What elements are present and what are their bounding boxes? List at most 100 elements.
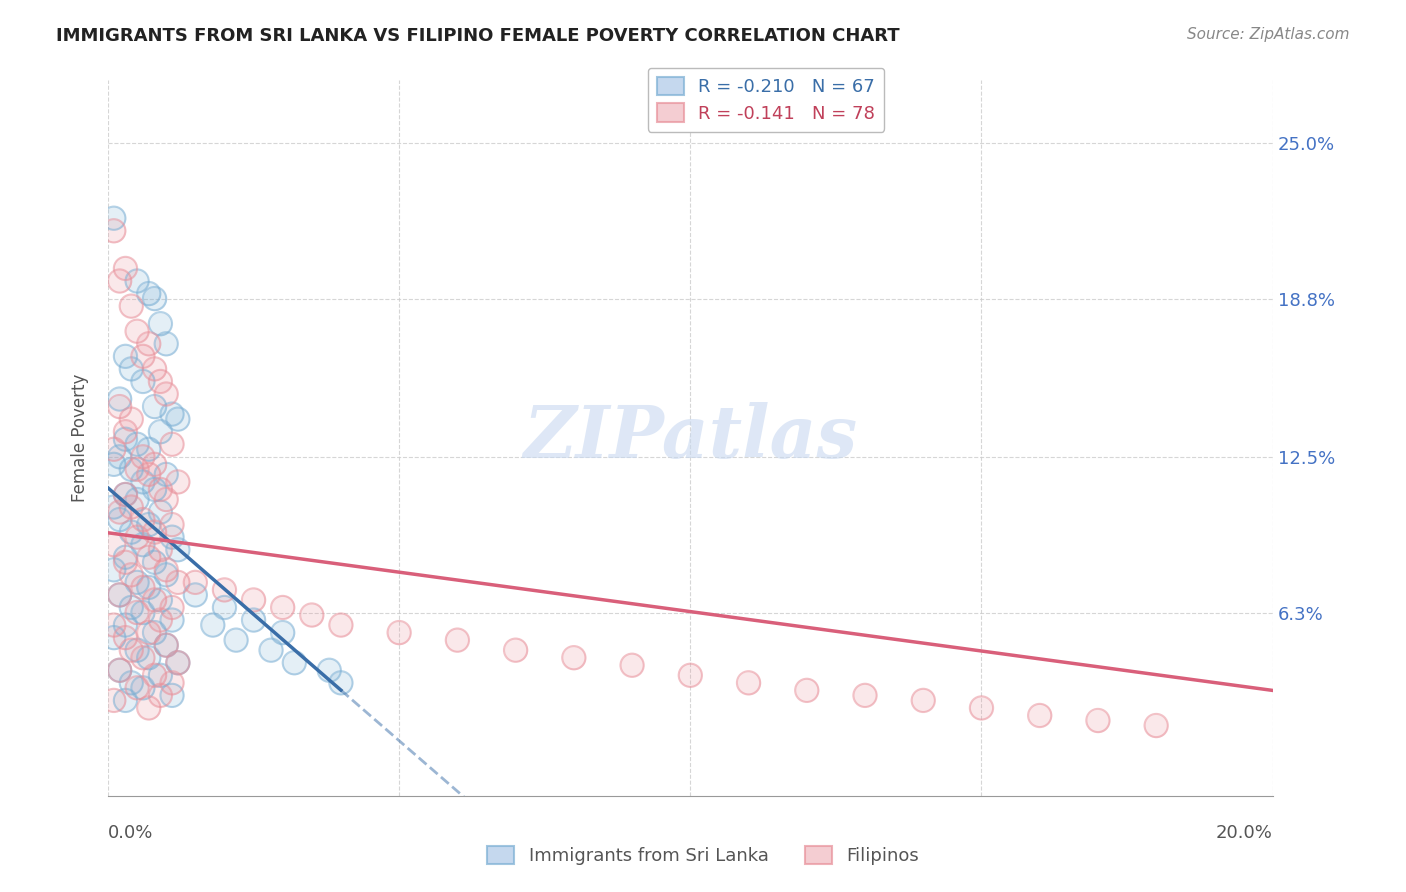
Point	[114, 487, 136, 501]
Point	[132, 513, 155, 527]
Point	[132, 375, 155, 389]
Point	[318, 663, 340, 677]
Point	[301, 607, 323, 622]
Point	[127, 462, 149, 476]
Point	[260, 643, 283, 657]
Point	[127, 462, 149, 476]
Point	[103, 563, 125, 577]
Text: IMMIGRANTS FROM SRI LANKA VS FILIPINO FEMALE POVERTY CORRELATION CHART: IMMIGRANTS FROM SRI LANKA VS FILIPINO FE…	[56, 27, 900, 45]
Point	[108, 588, 131, 602]
Text: Source: ZipAtlas.com: Source: ZipAtlas.com	[1187, 27, 1350, 42]
Point	[143, 400, 166, 414]
Point	[1144, 718, 1167, 732]
Point	[127, 681, 149, 695]
Point	[103, 631, 125, 645]
Point	[796, 683, 818, 698]
Point	[149, 483, 172, 497]
Point	[388, 625, 411, 640]
Point	[120, 500, 142, 514]
Point	[114, 550, 136, 565]
Point	[108, 505, 131, 519]
Point	[149, 668, 172, 682]
Point	[214, 582, 236, 597]
Point	[120, 362, 142, 376]
Point	[127, 575, 149, 590]
Point	[114, 487, 136, 501]
Point	[127, 437, 149, 451]
Point	[120, 600, 142, 615]
Point	[149, 375, 172, 389]
Point	[155, 492, 177, 507]
Point	[271, 600, 294, 615]
Point	[143, 555, 166, 569]
Point	[127, 492, 149, 507]
Point	[138, 336, 160, 351]
Point	[103, 538, 125, 552]
Point	[120, 567, 142, 582]
Point	[329, 676, 352, 690]
Point	[149, 375, 172, 389]
Point	[160, 689, 183, 703]
Point	[103, 618, 125, 632]
Point	[143, 400, 166, 414]
Point	[103, 563, 125, 577]
Point	[114, 631, 136, 645]
Point	[143, 458, 166, 472]
Point	[149, 613, 172, 627]
Point	[108, 450, 131, 464]
Point	[132, 538, 155, 552]
Point	[167, 656, 190, 670]
Point	[103, 224, 125, 238]
Point	[329, 618, 352, 632]
Point	[388, 625, 411, 640]
Point	[329, 618, 352, 632]
Point	[143, 593, 166, 607]
Point	[167, 475, 190, 489]
Point	[1087, 714, 1109, 728]
Point	[155, 467, 177, 482]
Point	[1144, 718, 1167, 732]
Point	[132, 475, 155, 489]
Point	[132, 581, 155, 595]
Point	[103, 442, 125, 457]
Point	[138, 336, 160, 351]
Point	[114, 618, 136, 632]
Point	[132, 538, 155, 552]
Point	[970, 701, 993, 715]
Point	[155, 638, 177, 652]
Point	[103, 693, 125, 707]
Point	[143, 625, 166, 640]
Point	[120, 299, 142, 313]
Point	[114, 432, 136, 446]
Point	[120, 462, 142, 476]
Point	[160, 437, 183, 451]
Point	[108, 450, 131, 464]
Point	[214, 600, 236, 615]
Point	[149, 425, 172, 439]
Point	[242, 593, 264, 607]
Point	[103, 211, 125, 226]
Point	[737, 676, 759, 690]
Point	[149, 668, 172, 682]
Point	[143, 292, 166, 306]
Point	[155, 387, 177, 401]
Point	[127, 606, 149, 620]
Point	[167, 475, 190, 489]
Point	[127, 681, 149, 695]
Point	[114, 618, 136, 632]
Point	[242, 593, 264, 607]
Point	[138, 286, 160, 301]
Point	[120, 525, 142, 540]
Point	[143, 555, 166, 569]
Point	[127, 643, 149, 657]
Point	[114, 550, 136, 565]
Point	[108, 588, 131, 602]
Point	[138, 581, 160, 595]
Point	[103, 500, 125, 514]
Point	[737, 676, 759, 690]
Point	[103, 211, 125, 226]
Point	[160, 676, 183, 690]
Point	[108, 663, 131, 677]
Point	[160, 600, 183, 615]
Point	[114, 555, 136, 569]
